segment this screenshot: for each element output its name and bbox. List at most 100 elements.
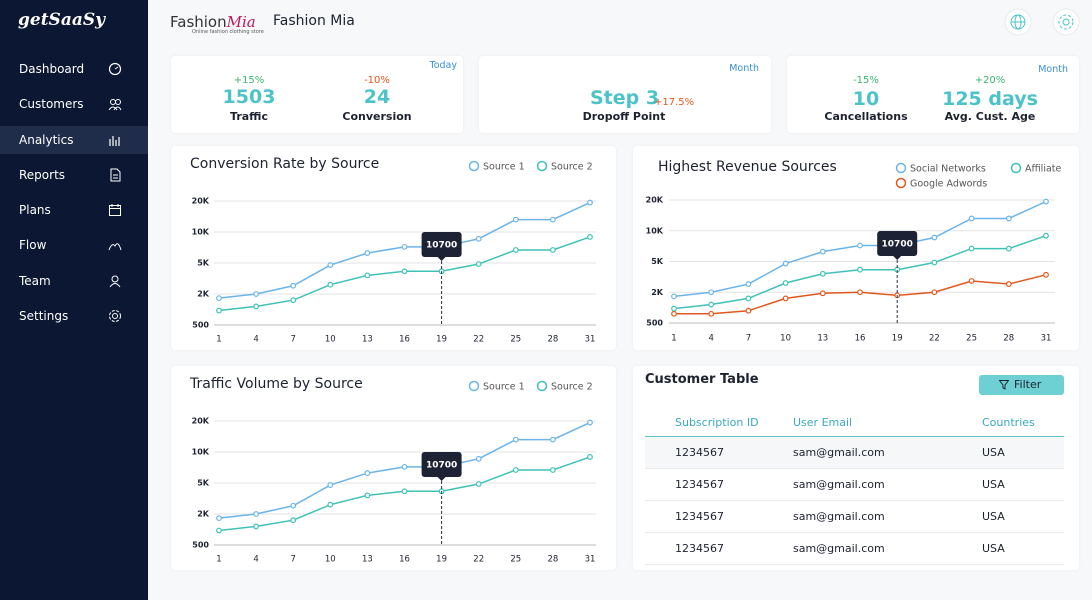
data-point (475, 235, 482, 242)
x-tick-label: 16 (855, 334, 866, 344)
icon (108, 99, 122, 111)
x-tick-label: 19 (436, 555, 447, 565)
kpi-label: Traffic (230, 110, 268, 123)
icon (108, 243, 122, 251)
x-tick-label: 1 (216, 555, 221, 565)
kpi-change: +20% (974, 75, 1006, 86)
period: Today (429, 60, 457, 71)
menu-label: Customers (19, 97, 84, 111)
data-point (550, 436, 556, 443)
kpi-value: 1503 (222, 86, 276, 108)
data-point (587, 454, 593, 460)
x-tick-label: 22 (929, 334, 940, 344)
filter-button[interactable]: Filter (979, 375, 1064, 395)
x-tick-label: 25 (510, 555, 521, 565)
y-tick-label: 500 (646, 319, 663, 328)
x-tick-label: 7 (290, 335, 295, 345)
logo: getSaaSy (18, 10, 106, 30)
data-point (968, 215, 975, 222)
y-tick-label: 500 (192, 321, 209, 330)
data-point (671, 305, 677, 312)
data-point (931, 234, 938, 241)
x-tick-label: 19 (436, 335, 447, 345)
y-tick-label: 10K (192, 448, 210, 457)
data-point (512, 467, 519, 473)
table-cell: sam@gmail.com (793, 446, 885, 459)
brand: Fashion (170, 13, 227, 31)
data-point (290, 502, 297, 509)
legend-label: Source 1 (483, 162, 525, 173)
menu-item[interactable]: Dashboard (0, 55, 148, 83)
menu-label: Flow (19, 238, 47, 252)
kpi-change: +17.5% (654, 97, 695, 108)
data-point (819, 290, 826, 297)
x-tick-label: 13 (817, 334, 828, 344)
x-tick-label: 4 (253, 555, 258, 565)
x-tick-label: 25 (966, 334, 977, 344)
menu-item[interactable]: Flow (0, 231, 148, 259)
kpi-change: -15% (853, 75, 879, 86)
kpi-label: Conversion (342, 110, 412, 123)
chart-title: Traffic Volume by Source (189, 376, 363, 392)
table-row: 1234567 sam@gmail.com USA (645, 533, 1064, 565)
settings-button[interactable] (1052, 8, 1080, 36)
kpi-label: Cancellations (824, 110, 908, 123)
data-point (512, 436, 519, 443)
data-point (857, 242, 863, 249)
period: Month (729, 63, 759, 74)
data-point (216, 307, 222, 314)
menu-item[interactable]: Plans (0, 196, 148, 224)
y-tick-label: 20K (192, 197, 210, 206)
globe-button[interactable] (1004, 8, 1032, 36)
data-point (327, 262, 334, 268)
y-tick-label: 20K (192, 417, 210, 426)
data-point (216, 527, 222, 534)
table-row: 1234567 sam@gmail.com USA (645, 501, 1064, 533)
table-card: Customer Table Filter Subscription ID Use… (633, 366, 1079, 570)
x-tick-label: 22 (473, 555, 484, 565)
brand-accent: Mia (226, 13, 256, 31)
data-point (401, 463, 408, 470)
menu-item[interactable]: Customers (0, 90, 148, 118)
data-point (819, 248, 826, 255)
menu-label: Analytics (19, 133, 74, 147)
legend-label: Source 1 (483, 382, 525, 393)
y-tick-label: 500 (192, 541, 209, 550)
x-tick-label: 22 (473, 335, 484, 345)
data-point (327, 501, 334, 508)
x-tick-label: 1 (671, 334, 676, 344)
menu-item[interactable]: Team (0, 267, 148, 295)
y-tick-label: 10K (646, 226, 664, 235)
table-cell: sam@gmail.com (793, 542, 885, 555)
data-point (290, 282, 297, 289)
menu-item[interactable]: Reports (0, 161, 148, 189)
kpi-change: -10% (364, 75, 390, 86)
legend-marker (1010, 162, 1022, 174)
x-tick-label: 7 (290, 555, 295, 565)
legend-marker (468, 160, 480, 172)
data-point (364, 492, 371, 499)
data-point (253, 511, 259, 517)
table-cell: sam@gmail.com (793, 478, 885, 491)
table-cell: USA (982, 510, 1005, 523)
data-point (475, 261, 482, 267)
button-label: Filter (1014, 378, 1042, 391)
menu-item[interactable]: Settings (0, 302, 148, 330)
data-point (1005, 281, 1012, 287)
menu-item[interactable]: Analytics (0, 126, 148, 154)
data-point (671, 310, 677, 317)
y-tick-label: 5K (197, 479, 210, 488)
data-point (857, 289, 863, 296)
data-point (671, 293, 677, 300)
x-tick-label: 10 (780, 334, 791, 344)
tooltip-label: 10700 (426, 461, 457, 471)
data-point (216, 295, 222, 302)
menu-label: Dashboard (19, 62, 85, 76)
table-cell: USA (982, 446, 1005, 459)
column-header: Countries (982, 416, 1035, 429)
x-tick-label: 31 (1041, 334, 1052, 344)
table-row: 1234567 sam@gmail.com USA (645, 469, 1064, 501)
x-tick-label: 16 (399, 335, 410, 345)
data-point (819, 270, 826, 277)
